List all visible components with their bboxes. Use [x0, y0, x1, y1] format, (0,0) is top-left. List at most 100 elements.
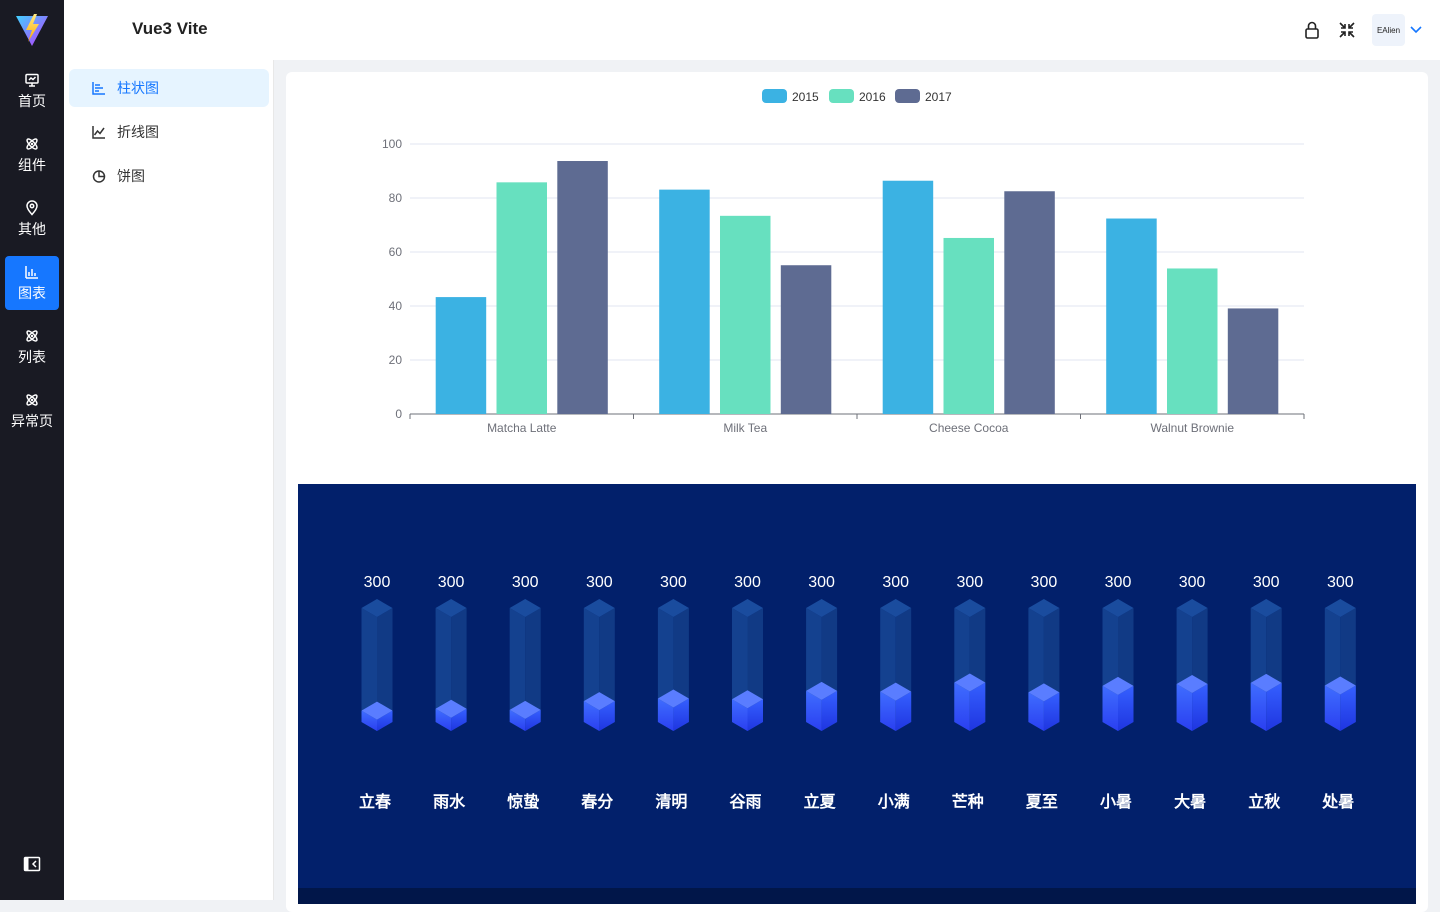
- legend-swatch-2015[interactable]: [762, 89, 787, 103]
- legend-swatch-2016[interactable]: [829, 89, 854, 103]
- bar-value-11[interactable]: [1176, 684, 1193, 731]
- bar-track-side: [377, 608, 393, 731]
- category-label: 惊蛰: [507, 792, 539, 811]
- chart-submenu: 柱状图 折线图 饼图: [64, 60, 274, 900]
- bar-chart-icon: [25, 265, 38, 279]
- nav-rail: 首页 组件 其他 图表 列表 异常页: [0, 0, 64, 900]
- bar-value-9[interactable]: [1028, 692, 1044, 731]
- bar-value-8[interactable]: [954, 682, 970, 731]
- bar-2016-3[interactable]: [1167, 268, 1218, 414]
- app-title: Vue3 Vite: [132, 19, 208, 38]
- bar-value-side-10: [1118, 685, 1134, 731]
- bar-2015-1[interactable]: [659, 189, 710, 414]
- bar-2017-2[interactable]: [1004, 191, 1055, 414]
- bar-2015-3[interactable]: [1106, 218, 1157, 414]
- bar-value-side-6: [821, 690, 838, 731]
- bar-max-label: 300: [808, 574, 835, 591]
- bar-track-top: [1102, 599, 1134, 617]
- y-tick-label: 60: [389, 245, 403, 259]
- submenu-item-1[interactable]: 折线图: [69, 113, 269, 151]
- chevron-down-icon[interactable]: [1409, 23, 1423, 37]
- legend-swatch-2017[interactable]: [895, 89, 920, 103]
- bar-track-top: [1250, 599, 1282, 617]
- bar-value-1[interactable]: [435, 708, 452, 731]
- category-label: 立夏: [804, 792, 837, 811]
- bar-value-side-0: [377, 710, 393, 731]
- bar-value-side-9: [1043, 692, 1060, 731]
- bar-2016-2[interactable]: [943, 237, 995, 414]
- bar-value-top-12: [1250, 673, 1282, 692]
- nav-item-5[interactable]: 异常页: [5, 384, 59, 438]
- nav-item-label: 异常页: [11, 412, 53, 429]
- nav-item-label: 组件: [18, 156, 46, 173]
- legend-label[interactable]: 2015: [792, 90, 819, 104]
- bar-2015-0[interactable]: [435, 297, 487, 414]
- collapse-sidebar-icon[interactable]: [23, 855, 41, 873]
- legend-label[interactable]: 2016: [859, 90, 886, 104]
- user-avatar[interactable]: EAlien: [1372, 14, 1405, 46]
- category-label: 芒种: [952, 792, 984, 811]
- atom-icon: [26, 137, 38, 150]
- bar-2017-3[interactable]: [1227, 308, 1279, 414]
- atom-icon: [26, 329, 38, 342]
- bar-value-6[interactable]: [806, 690, 822, 731]
- submenu-item-label: 柱状图: [117, 80, 159, 96]
- exit-fullscreen-icon[interactable]: [1337, 20, 1357, 40]
- submenu-item-0[interactable]: 柱状图: [69, 69, 269, 107]
- nav-item-1[interactable]: 组件: [5, 128, 59, 182]
- category-label: 夏至: [1025, 792, 1058, 811]
- bar-max-label: 300: [364, 574, 391, 591]
- bar-2017-0[interactable]: [557, 161, 608, 414]
- bar-track-top: [509, 599, 541, 617]
- lock-icon[interactable]: [1302, 20, 1322, 40]
- bar-track-top: [1176, 599, 1208, 617]
- submenu-item-label: 折线图: [117, 124, 159, 140]
- x-tick-label: Milk Tea: [723, 421, 767, 435]
- category-label: 大暑: [1174, 792, 1206, 811]
- nav-item-4[interactable]: 列表: [5, 320, 59, 374]
- bar-track-top: [361, 599, 393, 617]
- y-tick-label: 100: [382, 137, 402, 151]
- bar-value-5[interactable]: [732, 699, 748, 731]
- bar-value-3[interactable]: [583, 701, 600, 731]
- bar-track-top: [732, 599, 763, 617]
- bar-2016-1[interactable]: [720, 215, 771, 414]
- bar-value-0[interactable]: [361, 710, 378, 731]
- bar-track: [361, 608, 377, 731]
- nav-item-2[interactable]: 其他: [5, 192, 59, 246]
- bar-2016-0[interactable]: [496, 182, 548, 414]
- nav-item-3[interactable]: 图表: [5, 256, 59, 310]
- bar-chart-horizontal-icon: [92, 82, 105, 95]
- bar-value-13[interactable]: [1324, 685, 1341, 731]
- bar-value-12[interactable]: [1250, 682, 1267, 731]
- bar-value-top-1: [435, 699, 467, 718]
- nav-item-0[interactable]: 首页: [5, 64, 59, 118]
- monitor-icon: [25, 73, 39, 87]
- bar-value-side-2: [525, 709, 541, 731]
- nav-item-label: 列表: [18, 348, 46, 365]
- submenu-item-2[interactable]: 饼图: [69, 157, 269, 195]
- bar-2017-1[interactable]: [780, 265, 832, 414]
- bar-max-label: 300: [1179, 574, 1206, 591]
- y-tick-label: 40: [389, 299, 403, 313]
- bar-value-top-2: [509, 700, 541, 719]
- bar-value-4[interactable]: [657, 698, 674, 731]
- y-tick-label: 0: [395, 407, 402, 421]
- bar-value-side-13: [1340, 685, 1356, 731]
- bar-value-top-7: [880, 682, 912, 701]
- bar-2015-2[interactable]: [882, 180, 934, 414]
- bar-value-top-10: [1102, 676, 1134, 695]
- bar-max-label: 300: [1031, 574, 1058, 591]
- panel-footer-strip: [298, 888, 1416, 904]
- bar-value-top-5: [732, 690, 763, 709]
- bar-value-top-11: [1176, 675, 1208, 693]
- nav-item-label: 其他: [18, 220, 46, 237]
- category-label: 雨水: [433, 792, 466, 811]
- bar-value-2[interactable]: [509, 709, 526, 731]
- bar-value-side-3: [599, 701, 615, 731]
- y-tick-label: 20: [389, 353, 403, 367]
- vite-logo-icon[interactable]: [14, 12, 50, 48]
- bar-value-7[interactable]: [880, 691, 896, 731]
- legend-label[interactable]: 2017: [925, 90, 952, 104]
- bar-value-10[interactable]: [1102, 685, 1119, 731]
